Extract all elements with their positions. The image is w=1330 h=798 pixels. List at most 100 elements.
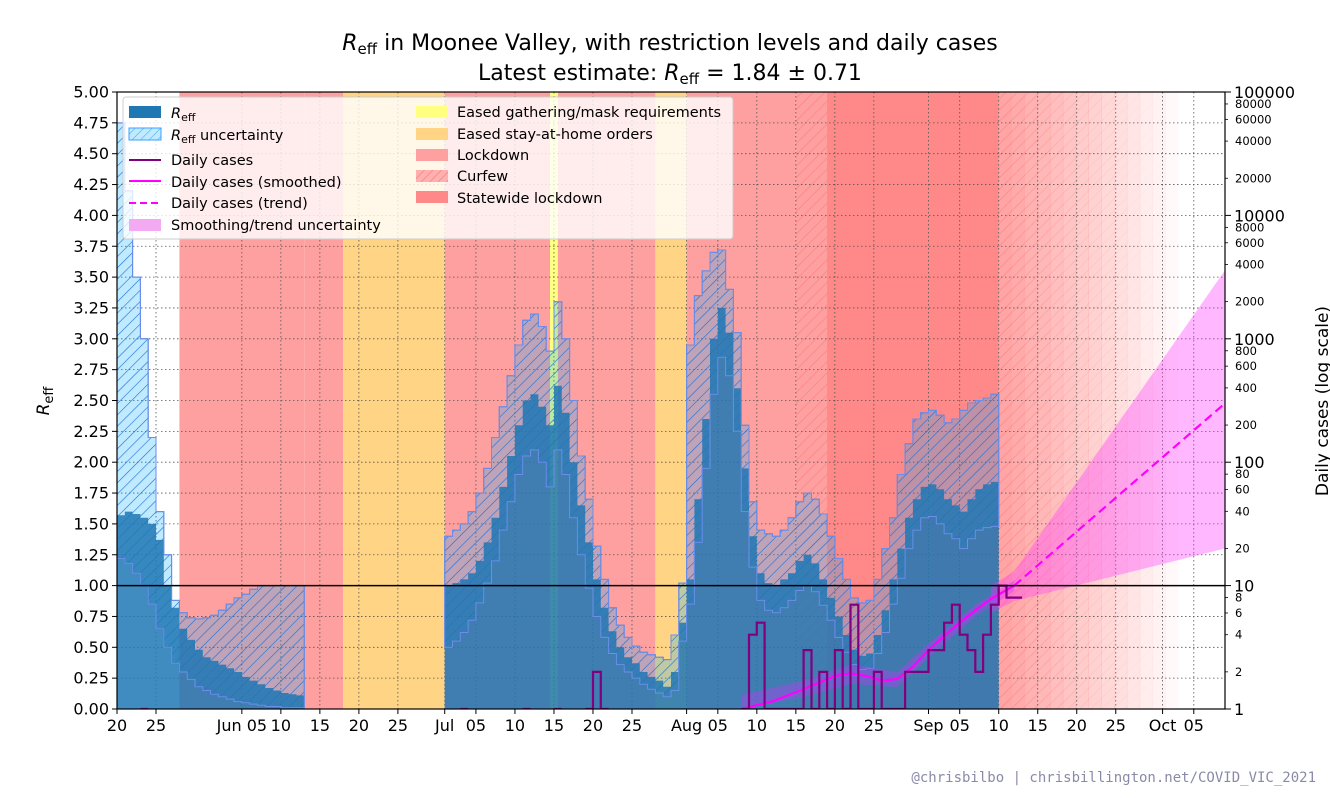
y-left-tick-label: 2.75 [73,360,109,379]
y-left-tick-label: 1.25 [73,545,109,564]
y-left-tick-label: 0.75 [73,607,109,626]
x-tick-label: 15 [544,716,564,735]
x-tick-label: 25 [864,716,884,735]
smoothing-uncertainty-band [741,580,1015,709]
y-right-minor-tick-label: 60000 [1235,112,1272,126]
credit-text: @chrisbilbo | chrisbillington.net/COVID_… [911,770,1316,786]
x-tick-label: 20 [107,716,127,735]
axes: 20 25 Jun 05 10 15 20 25 Jul 05 10 15 20 25 Aug 05 10 15… [73,83,1295,736]
legend-label-curfew: Curfew [457,169,508,185]
legend-swatch-reff [129,106,161,118]
x-tick-label: 20 [583,716,603,735]
x-tick-label: 05 [950,716,970,735]
daily-cases-line [585,670,609,709]
y-right-minor-tick-label: 80 [1235,467,1250,481]
legend-swatch-stayhome [416,128,448,140]
legend-label-gathering: Eased gathering/mask requirements [457,105,721,121]
y-right-minor-tick-label: 8 [1235,591,1242,605]
y-left-tick-label: 2.50 [73,391,109,410]
chart-title: Reff in Moonee Valley, with restriction … [342,31,998,58]
y-left-tick-label: 3.25 [73,298,109,317]
y-left-tick-label: 1.75 [73,484,109,503]
y-right-minor-tick-label: 20 [1235,541,1250,555]
x-tick-label: 15 [310,716,330,735]
y-left-tick-label: 4.50 [73,144,109,163]
legend-label-stayhome: Eased stay-at-home orders [457,127,653,143]
reff-fill [117,511,305,709]
x-tick-label: 05 [708,716,728,735]
y-right-tick-label: 100 [1234,453,1265,472]
x-tick-label: 25 [1106,716,1126,735]
legend-swatch-smooth-uncertainty [129,219,161,231]
x-tick-label: 05 [466,716,486,735]
y-right-minor-tick-label: 40000 [1235,134,1272,148]
legend: Reff Reff uncertainty Daily cases Daily … [122,96,734,240]
y-left-tick-label: 4.75 [73,113,109,132]
y-left-tick-label: 4.25 [73,175,109,194]
chart-subtitle: Latest estimate: Reff = 1.84 ± 0.71 [478,61,862,88]
x-tick-label: 25 [388,716,408,735]
legend-label-trend: Daily cases (trend) [171,196,308,212]
cases-series [140,270,1225,709]
legend-swatch-lockdown [416,149,448,161]
x-tick-label: 10 [271,716,291,735]
x-tick-label: 20 [349,716,369,735]
legend-swatch-curfew [416,170,448,182]
x-tick-label: 20 [1067,716,1087,735]
legend-label-smooth-uncertainty: Smoothing/trend uncertainty [171,218,381,234]
reff-fill [444,307,999,709]
y-right-minor-tick-label: 2000 [1235,295,1264,309]
smoothed-line [740,584,1015,709]
y-right-tick-label: 1 [1234,700,1244,719]
legend-swatch-reff-uncertainty [128,127,162,141]
x-tick-label: 05 [1184,716,1204,735]
x-tick-label: Jul [434,716,454,735]
y-right-tick-label: 1000 [1234,330,1275,349]
y-right-minor-tick-label: 80000 [1235,97,1272,111]
restriction-fade-hatch [1037,92,1051,709]
x-tick-label: 15 [786,716,806,735]
y-left-tick-label: 3.75 [73,237,109,256]
y-right-minor-tick-label: 60 [1235,483,1250,497]
x-tick-label: Sep [913,716,943,735]
restriction-fade-segment [1152,92,1166,709]
y-left-tick-label: 0.50 [73,638,109,657]
y-left-tick-label: 1.00 [73,576,109,595]
y-right-minor-tick-label: 800 [1235,344,1257,358]
reff-uncertainty-outline [117,122,305,709]
reff-series [117,122,1000,709]
y-left-tick-label: 4.00 [73,206,109,225]
y-right-minor-tick-label: 4 [1235,628,1242,642]
y-right-tick-label: 10 [1234,577,1254,596]
y-right-minor-tick-label: 200 [1235,418,1257,432]
restriction-fade-segment [1165,92,1179,709]
y-left-tick-label: 2.25 [73,422,109,441]
y-right-minor-tick-label: 20000 [1235,171,1272,185]
y-right-tick-label: 100000 [1234,83,1295,102]
x-tick-label: 25 [622,716,642,735]
y-left-tick-label: 0.25 [73,669,109,688]
legend-swatch-statewide [416,191,448,203]
y-left-tick-label: 0.00 [73,700,109,719]
legend-label-reff: Reff [171,106,196,124]
y-left-tick-label: 1.50 [73,514,109,533]
y-right-minor-tick-label: 8000 [1235,220,1264,234]
legend-label-daily: Daily cases [171,153,253,169]
y-left-tick-label: 2.00 [73,453,109,472]
y-right-minor-tick-label: 4000 [1235,258,1264,272]
x-tick-label: 10 [505,716,525,735]
legend-label-statewide: Statewide lockdown [457,191,602,207]
legend-label-reff-uncertainty: Reff uncertainty [171,128,284,146]
y-axis-left-label: Reff [34,386,57,416]
x-tick-label: 20 [825,716,845,735]
y-right-minor-tick-label: 400 [1235,381,1257,395]
y-right-minor-tick-label: 2 [1235,665,1242,679]
trend-uncertainty-band [990,270,1225,613]
legend-box [122,96,734,240]
y-left-tick-label: 3.50 [73,268,109,287]
y-right-minor-tick-label: 600 [1235,359,1257,373]
legend-label-smoothed: Daily cases (smoothed) [171,175,342,191]
x-tick-label: Aug [671,716,702,735]
x-tick-label: Oct [1149,716,1177,735]
